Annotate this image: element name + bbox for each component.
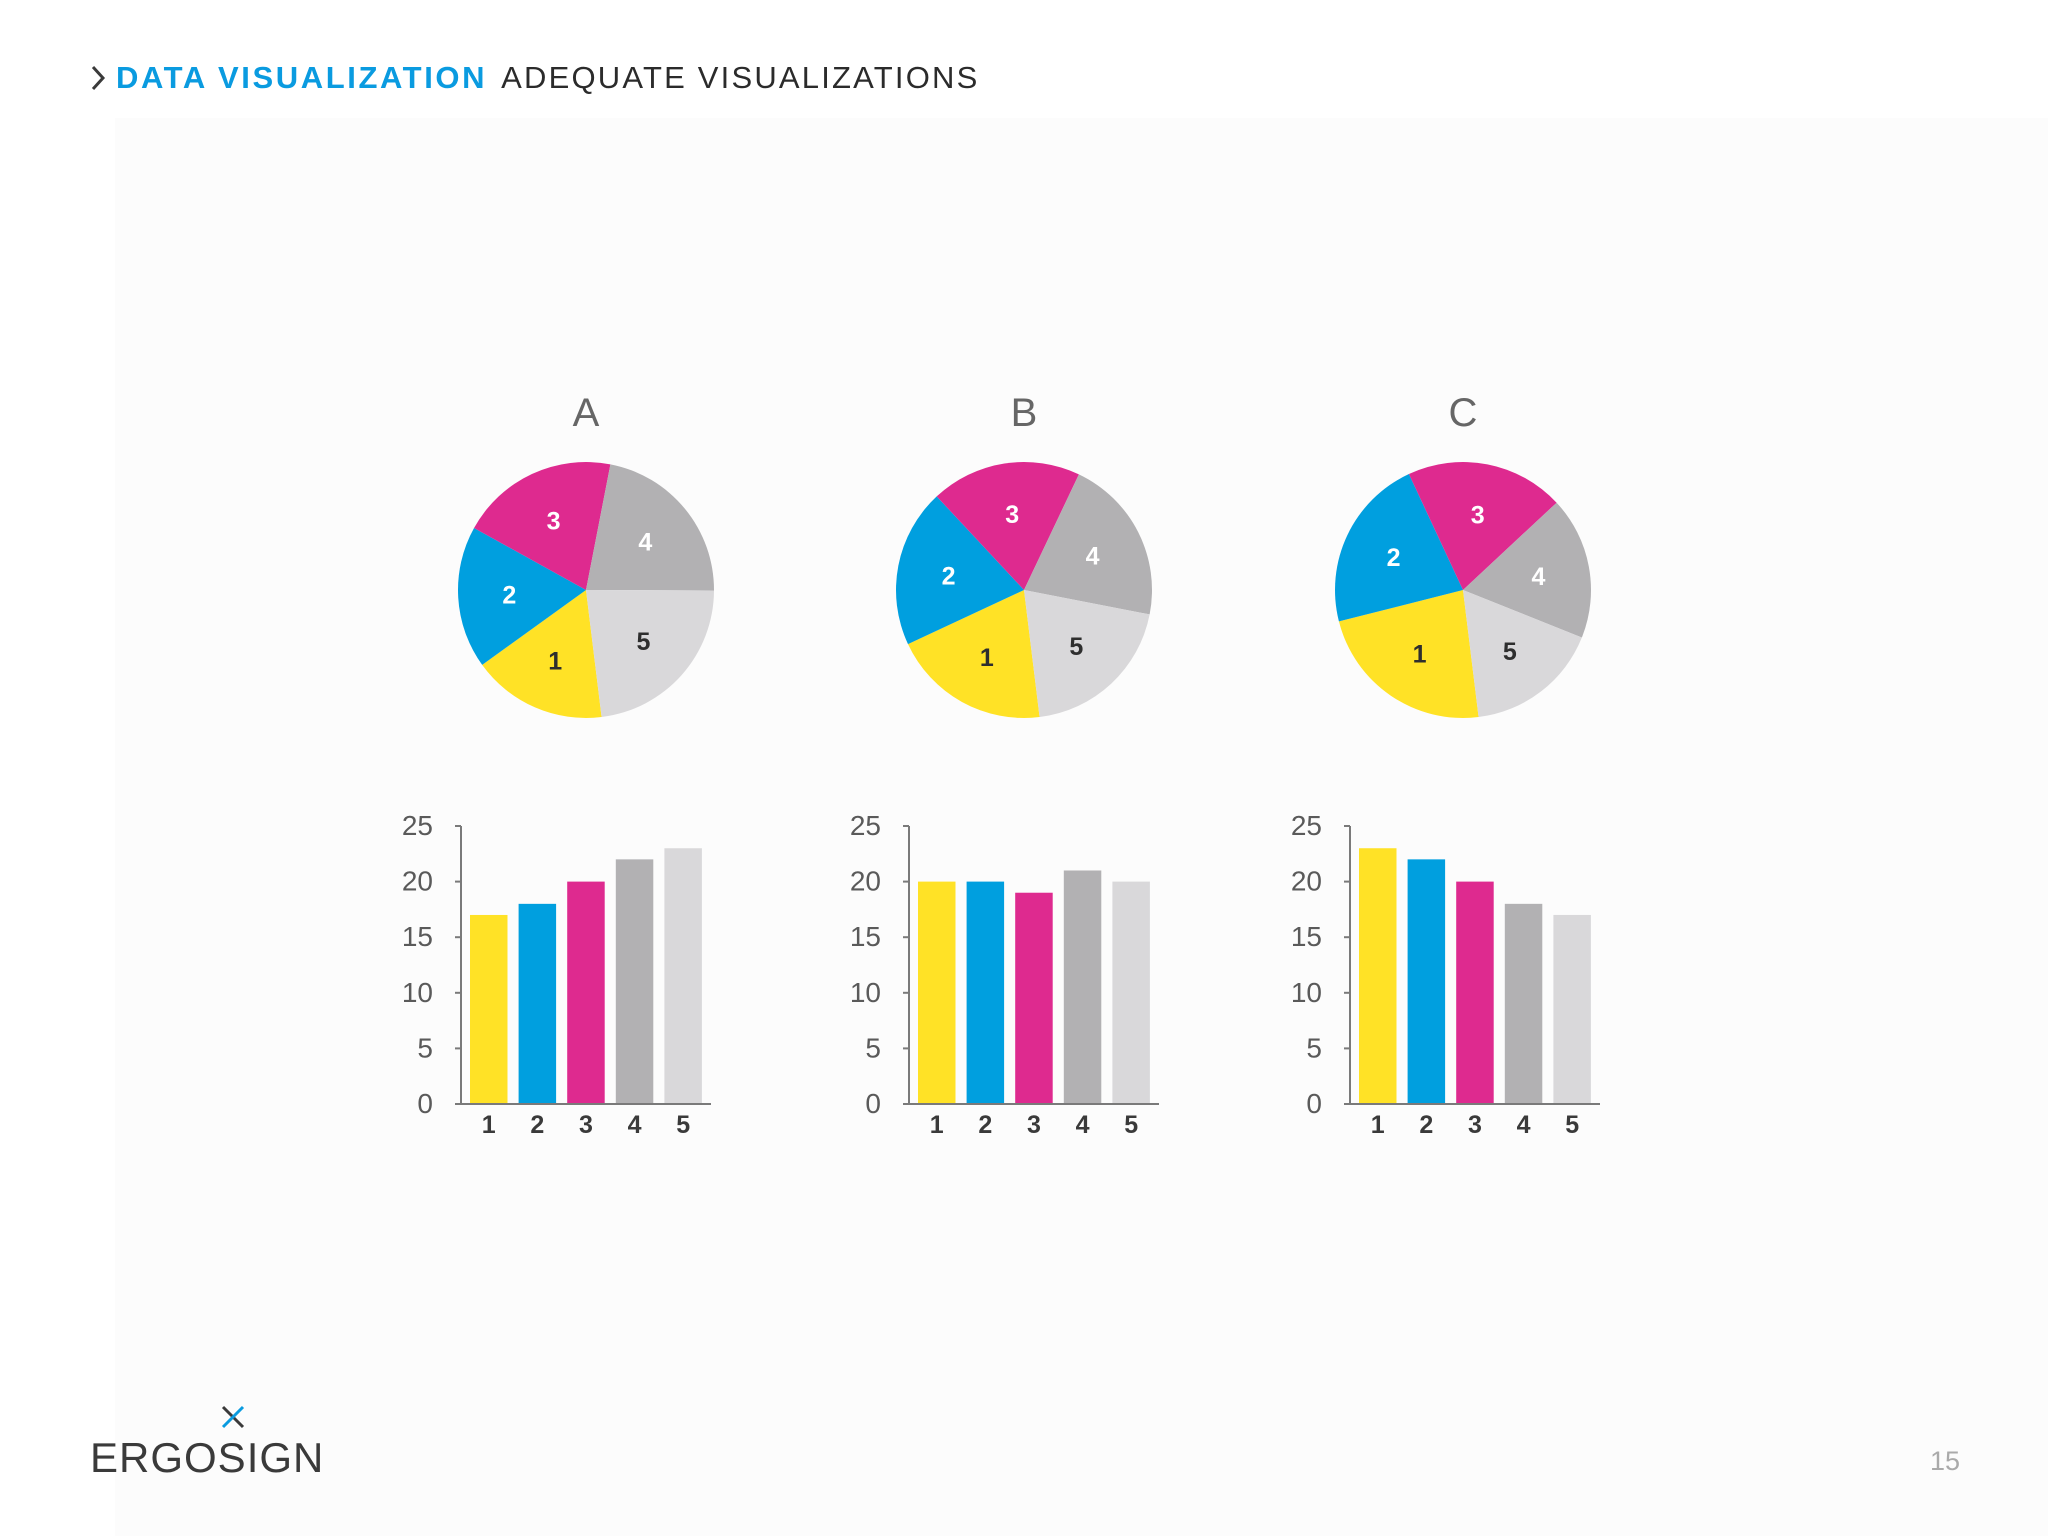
x-tick-label: 5 [1124,1111,1138,1139]
y-tick-label: 25 [850,810,881,841]
y-tick-label: 20 [1291,866,1322,897]
bar-chart-b: 1 2 3 4 5 0 5 10 15 20 25 [850,810,1159,1139]
chevron-right-icon [91,65,106,91]
bar-3 [1015,892,1053,1104]
y-tick-label: 0 [865,1088,881,1119]
pie-slice-4 [586,464,714,591]
y-tick-label: 15 [1291,921,1322,952]
pie-slice-label: 2 [1387,544,1401,572]
x-mark-icon [221,1405,245,1429]
pie-slice-label: 4 [1086,542,1100,570]
bar-3 [567,881,605,1104]
pie-slice-2 [896,496,1024,645]
x-tick-label: 1 [482,1111,496,1139]
bar-2 [966,881,1005,1104]
y-tick-label: 0 [1306,1088,1322,1119]
ergosign-logo: ERGOSIGN [90,1404,323,1481]
pie-slice-1 [907,590,1040,718]
x-tick-label: 2 [530,1111,544,1139]
x-tick-label: 3 [1027,1111,1041,1139]
page-title: ADEQUATE VISUALIZATIONS [501,60,980,95]
x-tick-label: 1 [930,1111,944,1139]
pie-slice-2 [1335,473,1463,622]
pie-slice-1 [1338,590,1479,718]
bar-2 [1407,859,1446,1104]
pie-slice-label: 1 [980,644,994,672]
slide-header: DATA VISUALIZATION ADEQUATE VISUALIZATIO… [90,58,980,98]
pie-slice-label: 1 [1413,640,1427,668]
y-tick-label: 25 [1291,810,1322,841]
bar-4 [1063,870,1102,1104]
slide-background [115,118,2048,1536]
y-tick-label: 15 [402,921,433,952]
pie-chart-b: B 1 2 3 4 5 [896,391,1152,718]
y-tick-label: 10 [402,977,433,1008]
x-tick-label: 1 [1371,1111,1385,1139]
x-tick-label: 2 [978,1111,992,1139]
y-tick-label: 5 [865,1032,881,1063]
y-tick-label: 20 [402,866,433,897]
y-tick-label: 10 [1291,977,1322,1008]
bar-4 [1504,903,1543,1104]
pie-slice-label: 3 [1471,502,1485,530]
pie-slice-5 [1024,590,1150,718]
bar-2 [518,903,557,1104]
pie-slice-label: 4 [1532,563,1546,591]
x-tick-label: 5 [1565,1111,1579,1139]
x-tick-label: 5 [676,1111,690,1139]
pie-slice-3 [1408,462,1557,590]
chart-title: C [1449,391,1478,435]
pie-slice-1 [482,590,602,718]
y-tick-label: 25 [402,810,433,841]
pie-slice-label: 5 [1069,633,1083,661]
bar-1 [1359,848,1397,1104]
pie-slice-label: 2 [942,562,956,590]
y-tick-label: 0 [417,1088,433,1119]
pie-chart-c: C 1 2 3 4 5 [1335,391,1591,718]
page-number: 15 [1930,1446,1961,1476]
y-tick-label: 10 [850,977,881,1008]
x-tick-label: 4 [628,1111,642,1139]
bar-5 [1112,881,1150,1104]
pie-slice-4 [1024,474,1152,615]
y-tick-label: 5 [1306,1032,1322,1063]
pie-slice-label: 3 [1005,501,1019,529]
bar-chart-a: 1 2 3 4 5 0 5 10 15 20 25 [402,810,711,1139]
chart-title: A [573,391,600,435]
bar-chart-c: 1 2 3 4 5 0 5 10 15 20 25 [1291,810,1600,1139]
pie-slice-3 [474,461,611,590]
bar-5 [1553,914,1591,1104]
x-tick-label: 3 [1468,1111,1482,1139]
bar-3 [1456,881,1494,1104]
x-tick-label: 4 [1076,1111,1090,1139]
pie-chart-a: A 1 2 3 4 5 [458,391,714,718]
pie-slice-label: 3 [547,507,561,535]
pie-slice-label: 4 [638,528,652,556]
pie-slice-label: 2 [502,582,516,610]
pie-slice-label: 1 [548,647,562,675]
y-tick-label: 15 [850,921,881,952]
pie-slice-5 [1463,590,1582,718]
logo-text: ERGOSIGN [90,1434,325,1481]
section-label: DATA VISUALIZATION [116,60,488,95]
x-tick-label: 3 [579,1111,593,1139]
pie-slice-4 [1463,502,1591,638]
bar-1 [470,914,508,1104]
bar-4 [615,859,654,1104]
y-tick-label: 20 [850,866,881,897]
x-tick-label: 4 [1517,1111,1531,1139]
pie-slice-label: 5 [636,628,650,656]
chart-title: B [1011,391,1038,435]
y-tick-label: 5 [417,1032,433,1063]
pie-slice-3 [936,461,1079,590]
pie-slice-5 [586,590,714,718]
bar-5 [664,848,702,1104]
bar-1 [918,881,956,1104]
x-tick-label: 2 [1419,1111,1433,1139]
pie-slice-label: 5 [1503,638,1517,666]
pie-slice-2 [458,527,586,665]
